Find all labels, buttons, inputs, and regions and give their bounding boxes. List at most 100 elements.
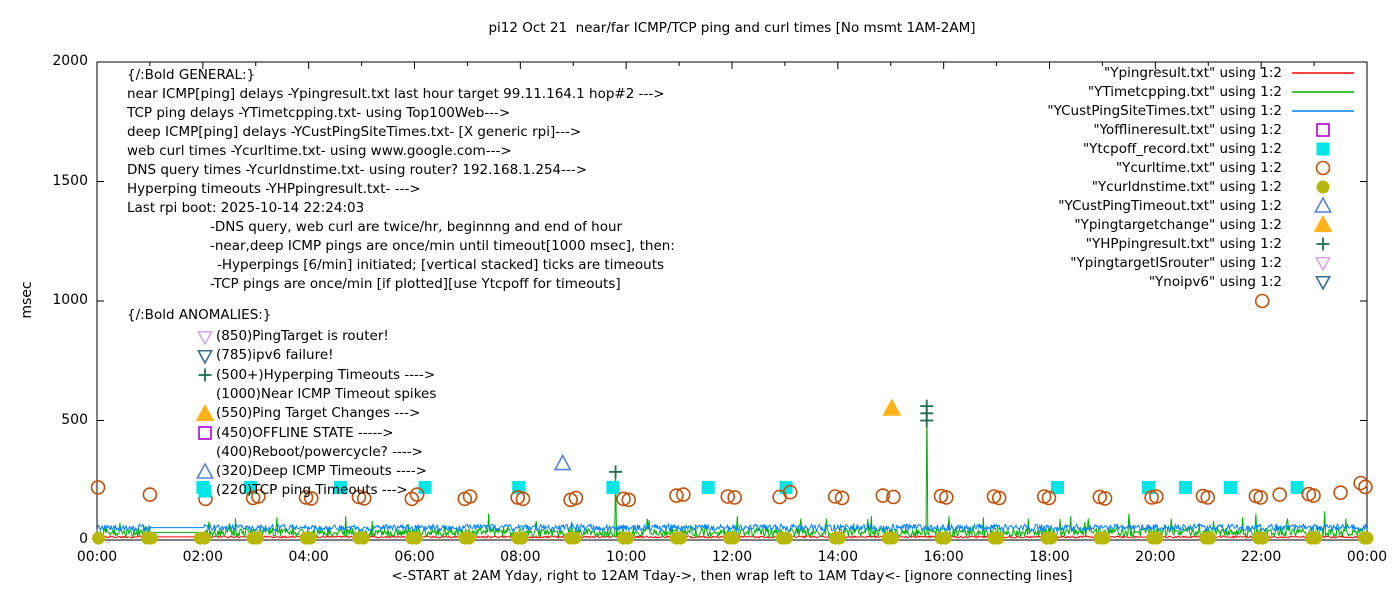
legend-sample-marker	[1316, 123, 1330, 137]
chart-title: pi12 Oct 21 near/far ICMP/TCP ping and c…	[488, 20, 976, 36]
x-tick-label: 08:00	[500, 549, 541, 565]
legend-item-YHPpingresult: "YHPpingresult.txt" using 1:2	[1086, 235, 1358, 254]
anomaly-item: (850)PingTarget is router!	[196, 327, 389, 346]
y-tick-label: 2000	[52, 53, 88, 69]
square-open-icon	[198, 426, 212, 440]
general-line: deep ICMP[ping] delays -YCustPingSiteTim…	[127, 124, 582, 140]
legend-sample-marker	[1316, 237, 1330, 251]
general-line: {/:Bold GENERAL:}	[127, 67, 256, 83]
legend-label: "YCustPingTimeout.txt" using 1:2	[1058, 198, 1282, 214]
legend-label: "Ypingresult.txt" using 1:2	[1104, 65, 1282, 81]
y-tick-label: 0	[79, 531, 88, 547]
legend-label: "Ypingtargetchange" using 1:2	[1074, 217, 1282, 233]
x-tick-label: 20:00	[1135, 549, 1176, 565]
tri-down-open-icon	[197, 330, 213, 346]
legend-item-YpingtargetISrouter: "YpingtargetISrouter" using 1:2	[1070, 254, 1358, 273]
legend-sample-line	[1292, 72, 1354, 74]
legend-sample-marker	[1315, 160, 1331, 176]
anomaly-item: (1000)Near ICMP Timeout spikes	[196, 385, 436, 404]
anomaly-item: (500+)Hyperping Timeouts ---->	[196, 366, 435, 385]
series-line-YCustPingSiteTimes	[96, 522, 1368, 533]
legend-item-Ycurldnstime: "Ycurldnstime.txt" using 1:2	[1092, 178, 1358, 197]
legend-label: "Ytcpoff_record.txt" using 1:2	[1082, 141, 1282, 157]
anomaly-text: (1000)Near ICMP Timeout spikes	[216, 385, 437, 402]
general-line: -Hyperpings [6/min] initiated; [vertical…	[217, 257, 665, 273]
general-line: -near,deep ICMP pings are once/min until…	[210, 238, 675, 254]
anomaly-text: (320)Deep ICMP Timeouts ---->	[216, 463, 427, 480]
anomaly-text: (500+)Hyperping Timeouts ---->	[216, 366, 436, 383]
anomaly-text: (785)ipv6 failure!	[216, 347, 334, 364]
anomaly-item: (785)ipv6 failure!	[196, 346, 334, 365]
legend-item-YCustPingSiteTimes: "YCustPingSiteTimes.txt" using 1:2	[1047, 102, 1358, 121]
general-line: TCP ping delays -YTimetcpping.txt- using…	[127, 105, 511, 121]
anomaly-text: (550)Ping Target Changes --->	[216, 405, 421, 422]
series-points-Ypingtargetchange	[882, 398, 902, 416]
y-tick-label: 1500	[52, 172, 88, 189]
anomaly-item: (220)TCP ping Timeouts --->	[196, 481, 408, 500]
legend-item-Ytcpoff_record: "Ytcpoff_record.txt" using 1:2	[1083, 140, 1358, 159]
legend-item-Yofflineresult: "Yofflineresult.txt" using 1:2	[1093, 121, 1358, 140]
anomaly-text: (220)TCP ping Timeouts --->	[216, 482, 408, 499]
legend-label: "YCustPingSiteTimes.txt" using 1:2	[1047, 103, 1282, 119]
series-points-Ycurldnstime	[92, 531, 1374, 545]
no-marker	[196, 443, 216, 461]
x-tick-label: 04:00	[288, 549, 329, 565]
x-axis-caption: <-START at 2AM Yday, right to 12AM Tday-…	[391, 568, 1073, 584]
legend-item-YCustPingTimeout: "YCustPingTimeout.txt" using 1:2	[1058, 197, 1358, 216]
x-tick-label: 22:00	[1240, 549, 1282, 565]
tri-up-open-icon	[196, 462, 214, 479]
series-points-Ycurltime	[90, 293, 1373, 508]
legend-item-YTimetcpping: "YTimetcpping.txt" using 1:2	[1088, 83, 1358, 102]
legend-item-Ypingtargetchange: "Ypingtargetchange" using 1:2	[1074, 216, 1358, 235]
legend-item-Ycurltime: "Ycurltime.txt" using 1:2	[1116, 159, 1358, 178]
legend-label: "Ynoipv6" using 1:2	[1148, 274, 1282, 290]
general-line: web curl times -Ycurltime.txt- using www…	[127, 143, 512, 159]
anomaly-text: (450)OFFLINE STATE ----->	[216, 424, 394, 441]
legend-sample-marker	[1316, 180, 1330, 194]
series-points-YCustPingTimeout	[553, 453, 572, 471]
x-tick-label: 06:00	[394, 549, 435, 565]
series-points-YHPpingresult	[609, 399, 934, 479]
legend-item-Ypingresult: "Ypingresult.txt" using 1:2	[1104, 64, 1358, 83]
general-line: Hyperping timeouts -YHPpingresult.txt- -…	[127, 181, 421, 197]
anomalies-title: {/:Bold ANOMALIES:}	[127, 307, 272, 323]
legend-sample-marker	[1315, 275, 1331, 291]
x-tick-label: 12:00	[711, 549, 753, 565]
legend-sample-marker	[1316, 142, 1330, 156]
legend-item-Ynoipv6: "Ynoipv6" using 1:2	[1149, 273, 1358, 292]
x-tick-label: 00:00	[76, 549, 118, 565]
legend-sample-marker	[1314, 197, 1332, 213]
x-tick-label: 16:00	[923, 549, 964, 565]
anomaly-item: (550)Ping Target Changes --->	[196, 404, 420, 423]
legend-label: "Ycurltime.txt" using 1:2	[1115, 160, 1282, 176]
legend-label: "Ycurldnstime.txt" using 1:2	[1091, 179, 1282, 195]
y-tick-label: 500	[61, 411, 88, 428]
general-line: DNS query times -Ycurldnstime.txt- using…	[127, 162, 588, 178]
legend-sample-marker	[1313, 216, 1333, 233]
general-line: near ICMP[ping] delays -Ypingresult.txt …	[127, 86, 665, 102]
legend-label: "YHPpingresult.txt" using 1:2	[1085, 236, 1282, 252]
legend-sample-marker	[1315, 256, 1331, 272]
anomaly-item: (400)Reboot/powercycle? ---->	[196, 443, 423, 462]
legend-sample-line	[1292, 91, 1354, 93]
anomaly-item: (450)OFFLINE STATE ----->	[196, 424, 394, 443]
legend-label: "Yofflineresult.txt" using 1:2	[1093, 122, 1282, 138]
tri-down-open-icon	[197, 349, 213, 365]
legend-label: "YpingtargetISrouter" using 1:2	[1070, 255, 1282, 271]
general-line: -DNS query, web curl are twice/hr, begin…	[210, 219, 623, 235]
x-tick-label: 14:00	[817, 549, 858, 565]
no-marker	[196, 385, 216, 403]
x-tick-label: 10:00	[605, 549, 647, 565]
x-tick-label: 02:00	[182, 549, 223, 565]
general-line: -TCP pings are once/min [if plotted][use…	[210, 276, 621, 292]
legend-label: "YTimetcpping.txt" using 1:2	[1087, 84, 1282, 100]
anomaly-text: (850)PingTarget is router!	[216, 328, 389, 344]
x-tick-label: 18:00	[1029, 549, 1070, 565]
y-tick-label: 1000	[52, 292, 88, 308]
anomaly-item: (320)Deep ICMP Timeouts ---->	[196, 462, 427, 481]
general-line: Last rpi boot: 2025-10-14 22:24:03	[127, 200, 365, 216]
legend-sample-line	[1292, 110, 1354, 112]
plus-icon	[198, 368, 212, 382]
